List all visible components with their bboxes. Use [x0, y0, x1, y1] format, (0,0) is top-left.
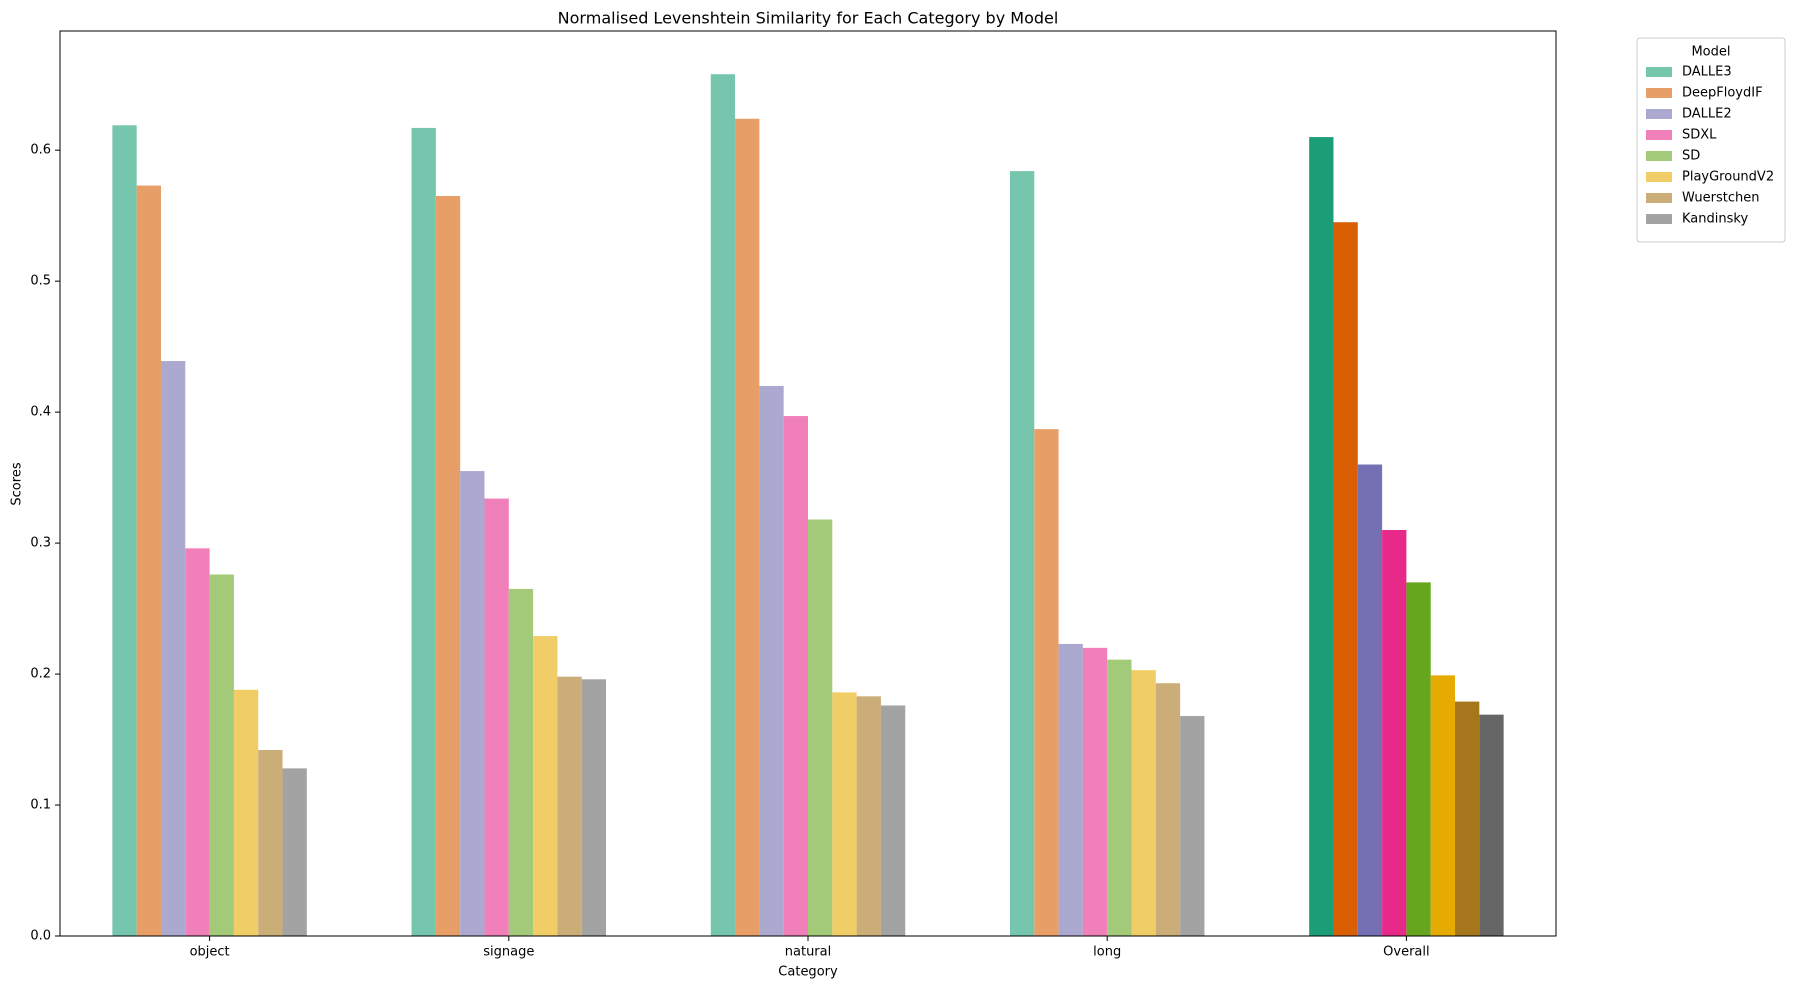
bar — [160, 361, 186, 936]
bar — [1131, 670, 1156, 936]
y-tick-label: 0.5 — [30, 274, 51, 289]
bar — [1430, 675, 1456, 936]
bar — [1333, 222, 1358, 936]
bar — [581, 679, 607, 936]
bar — [185, 548, 210, 936]
bar — [832, 692, 857, 936]
bar — [1309, 137, 1334, 936]
bar — [460, 471, 485, 936]
legend-swatch — [1646, 109, 1672, 119]
legend-box — [1636, 37, 1786, 243]
bar — [1455, 701, 1480, 936]
legend-label: SDXL — [1682, 128, 1717, 143]
legend-swatch — [1646, 214, 1672, 224]
legend-label: DALLE2 — [1682, 107, 1732, 122]
bar — [1155, 683, 1181, 936]
bar — [1382, 529, 1407, 936]
legend-label: SD — [1682, 149, 1700, 164]
bar — [880, 705, 906, 936]
bar — [710, 74, 736, 936]
chart-title: Normalised Levenshtein Similarity for Ea… — [558, 9, 1059, 28]
bar — [282, 768, 307, 936]
y-tick-label: 0.0 — [30, 929, 51, 944]
bar — [1180, 715, 1205, 936]
legend-swatch — [1646, 151, 1672, 161]
bar — [112, 125, 137, 937]
x-tick-label: Overall — [1383, 945, 1429, 960]
legend-swatch — [1646, 67, 1672, 77]
x-tick-label: natural — [785, 945, 831, 960]
legend-label: PlayGroundV2 — [1682, 170, 1774, 185]
legend-swatch — [1646, 172, 1672, 182]
bar — [411, 127, 436, 937]
bar — [1058, 643, 1083, 936]
x-axis-label: Category — [778, 965, 838, 980]
legend-label: Kandinsky — [1682, 212, 1748, 227]
plot-frame — [59, 30, 1557, 937]
bar — [808, 519, 833, 936]
bar — [209, 574, 234, 936]
bar — [856, 696, 881, 936]
y-tick-label: 0.3 — [30, 536, 51, 551]
legend-label: DeepFloydIF — [1682, 86, 1763, 101]
bar — [258, 750, 283, 936]
bar — [1009, 171, 1035, 937]
legend-label: Wuerstchen — [1682, 191, 1759, 206]
bar — [533, 636, 558, 936]
bar — [1357, 464, 1383, 936]
bar — [1107, 659, 1132, 936]
bar — [435, 196, 461, 936]
y-tick-label: 0.1 — [30, 798, 51, 813]
x-tick-label: long — [1093, 945, 1121, 960]
bar — [1034, 429, 1059, 936]
bar — [557, 676, 582, 936]
y-tick-label: 0.2 — [30, 667, 51, 682]
y-tick-label: 0.4 — [30, 405, 51, 420]
legend-swatch — [1646, 193, 1672, 203]
legend-title: Model — [1691, 45, 1730, 60]
y-tick-label: 0.6 — [30, 143, 51, 158]
y-axis-label: Scores — [10, 462, 25, 505]
bar — [1082, 647, 1108, 936]
bar — [735, 118, 760, 937]
x-tick-label: signage — [483, 945, 534, 960]
bar — [508, 588, 534, 936]
x-tick-label: object — [190, 945, 230, 960]
bar — [783, 416, 808, 936]
legend-swatch — [1646, 130, 1672, 140]
bar — [233, 689, 259, 936]
legend-swatch — [1646, 88, 1672, 98]
legend-label: DALLE3 — [1682, 65, 1732, 80]
bar — [136, 185, 161, 937]
bar — [759, 385, 784, 937]
bar — [1479, 714, 1504, 936]
bar — [1406, 582, 1431, 936]
bar — [484, 498, 509, 936]
